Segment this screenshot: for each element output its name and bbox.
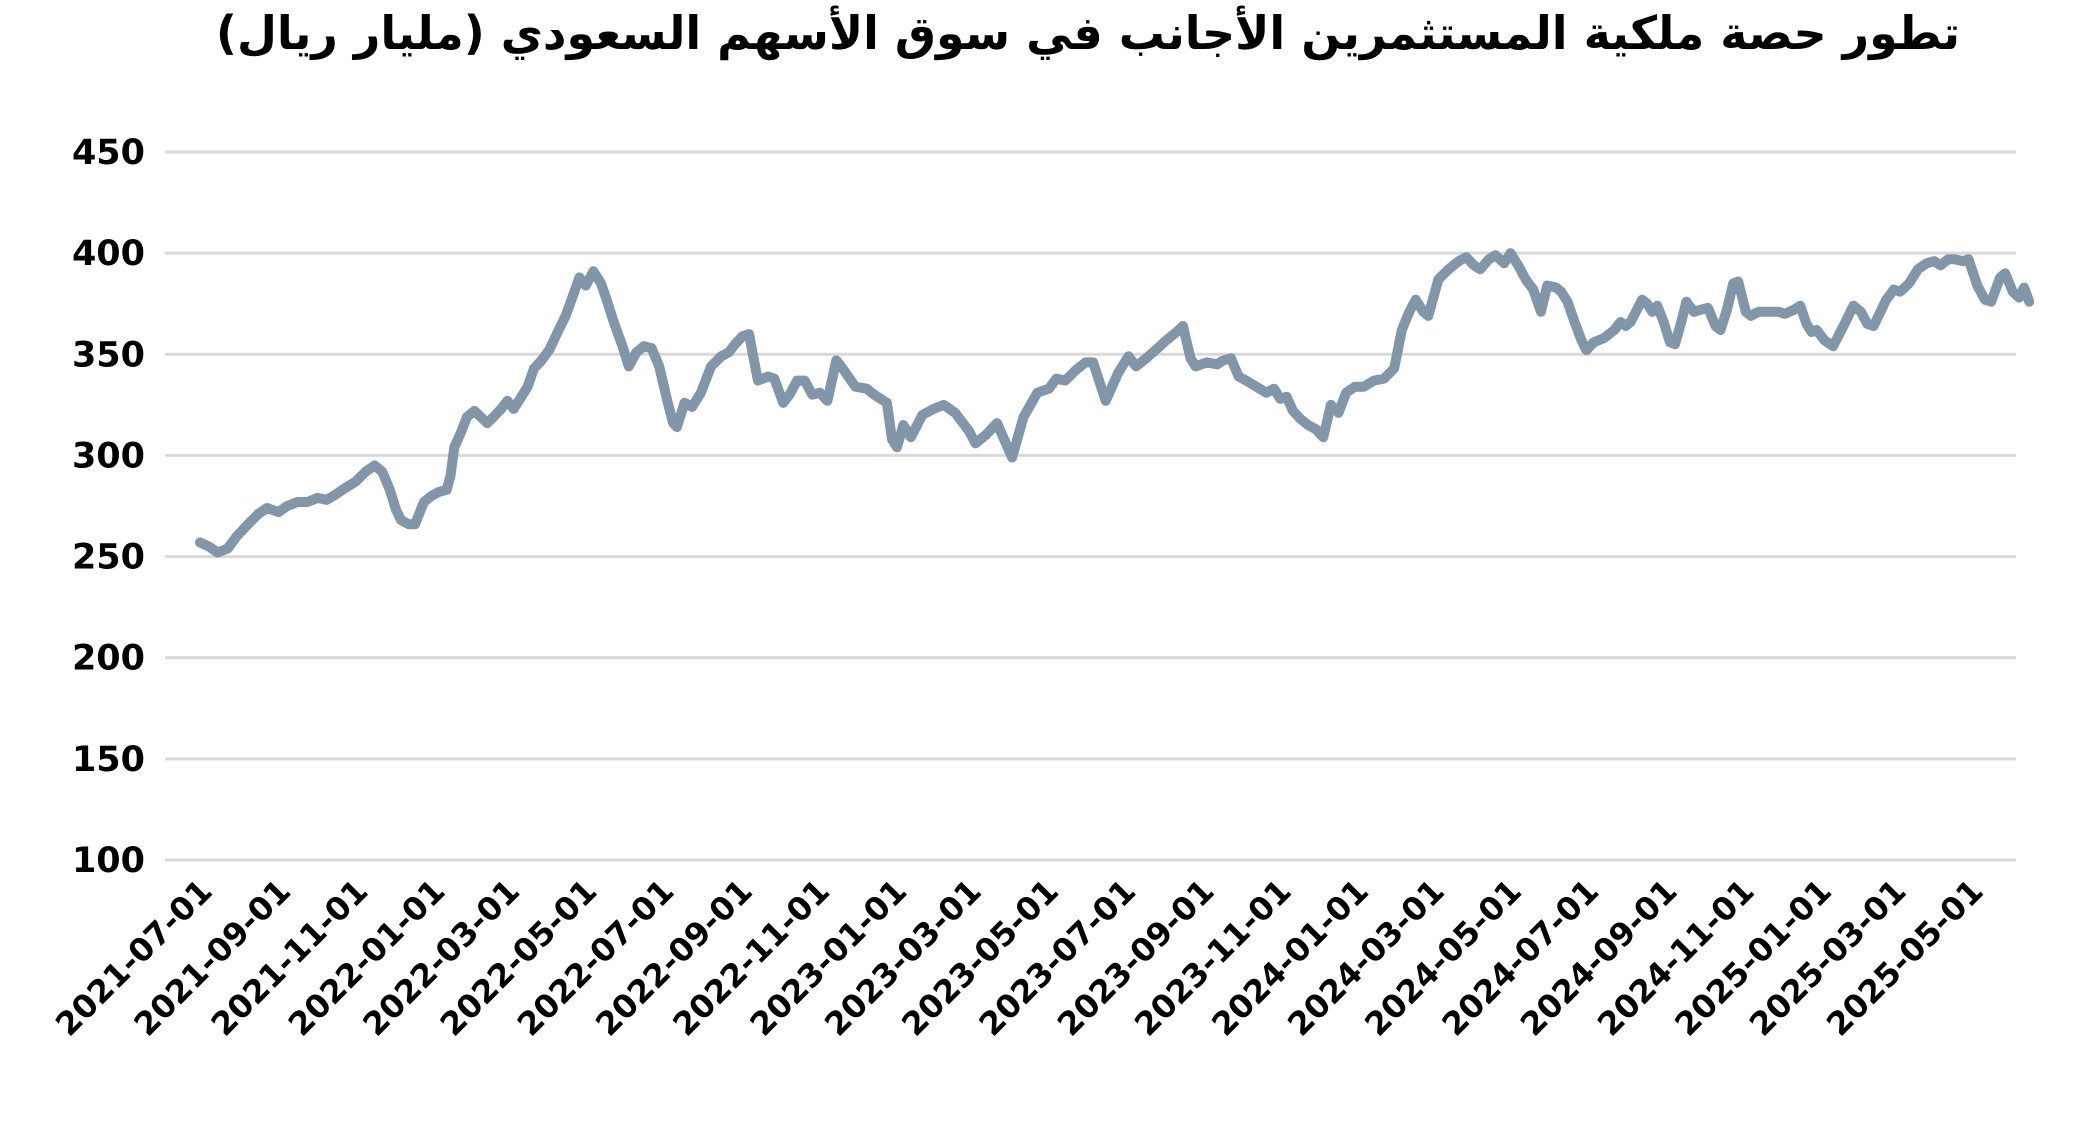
y-tick-label-200: 200 xyxy=(72,639,145,679)
data-line-foreign-ownership-billion-sar xyxy=(195,248,2035,558)
y-tick-label-350: 350 xyxy=(72,335,145,375)
y-tick-label-400: 400 xyxy=(72,234,145,274)
y-axis-tick-labels: 450 400 350 300 250 200 150 100 xyxy=(72,133,145,881)
y-tick-label-300: 300 xyxy=(72,436,145,476)
y-tick-label-250: 250 xyxy=(72,538,145,578)
y-tick-label-100: 100 xyxy=(72,841,145,881)
chart-title: تطور حصة ملكية المستثمرين الأجانب في سوق… xyxy=(215,6,1961,60)
gridlines-group xyxy=(165,150,2016,862)
x-axis-tick-labels: 2021-07-012021-09-012021-11-012022-01-01… xyxy=(48,872,1991,1044)
y-tick-label-450: 450 xyxy=(72,133,145,173)
data-series-group xyxy=(195,248,2035,558)
y-tick-label-150: 150 xyxy=(72,740,145,780)
